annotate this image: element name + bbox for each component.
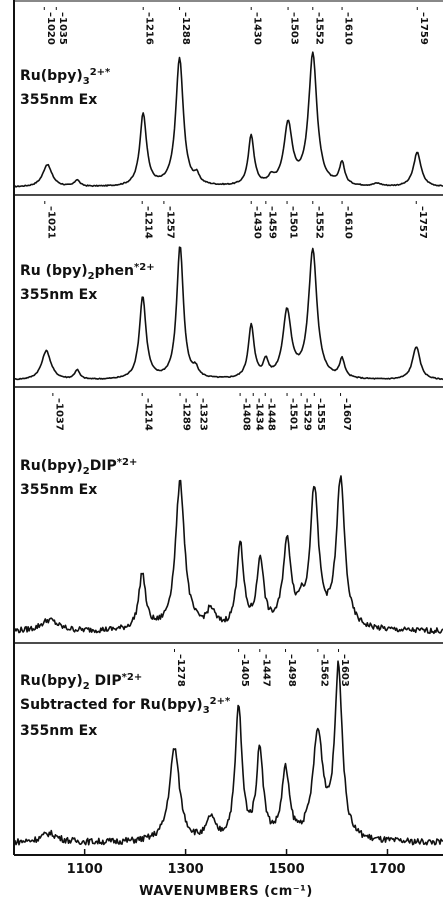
peak-label: –1459	[266, 206, 277, 239]
peak-label: –1216	[144, 12, 155, 45]
peak-label: –1757	[417, 206, 428, 239]
peak-label: –1552	[313, 12, 324, 45]
peak-label: –1408	[241, 398, 252, 431]
panel-frames	[13, 0, 443, 856]
peak-label: –1447	[260, 654, 271, 687]
spectrum-trace-2	[13, 246, 443, 381]
peak-label: –1035	[57, 12, 68, 45]
peak-label: –1501	[288, 206, 299, 239]
spectrum-panel-3: –1037 –1214 –1289 –1323 –1408 –1434 –1448 –1501…	[13, 386, 443, 635]
spectrum-trace-4	[13, 660, 443, 846]
panel-title: Ru(bpy)2DIP*2+	[20, 457, 137, 477]
peak-label: –1448	[266, 398, 277, 431]
peak-label: –1021	[45, 206, 56, 239]
peak-label: –1214	[143, 398, 154, 431]
peak-labels: –1020 –1035 –1216 –1288 –1430 –1503 –1552 –1610…	[43, 7, 429, 45]
peak-label: –1257	[164, 206, 175, 239]
peak-labels: –1021 –1214 –1257 –1430 –1459 –1501 –1552 –1610…	[44, 201, 428, 239]
peak-label: –1405	[239, 654, 250, 687]
peak-label: –1552	[313, 206, 324, 239]
peak-label: –1603	[339, 654, 350, 687]
peak-label: –1430	[252, 12, 263, 45]
peak-label: –1529	[302, 398, 313, 431]
peak-label: –1503	[289, 12, 300, 45]
spectrum-panel-2: –1021 –1214 –1257 –1430 –1459 –1501 –1552 –1610…	[13, 194, 443, 381]
x-tick-label: 1700	[369, 862, 405, 877]
peak-label: –1020	[45, 12, 56, 45]
panel-title: Ru(bpy)32+*	[20, 67, 111, 87]
peak-label: –1214	[143, 206, 154, 239]
peak-label: –1037	[53, 398, 64, 431]
spectrum-trace-1	[13, 51, 443, 188]
x-tick-label: 1500	[268, 862, 304, 877]
excitation-label: 355nm Ex	[20, 287, 97, 303]
peak-label: –1430	[252, 206, 263, 239]
panel-title: Ru (bpy)2phen*2+	[20, 262, 155, 282]
peak-label: –1610	[343, 12, 354, 45]
peak-label: –1278	[175, 654, 186, 687]
peak-label: –1498	[286, 654, 297, 687]
spectrum-panel-1: –1020 –1035 –1216 –1288 –1430 –1503 –1552 –1610…	[13, 7, 443, 188]
peak-labels: –1037 –1214 –1289 –1323 –1408 –1434 –1448 –1501…	[52, 393, 352, 431]
peak-label: –1288	[180, 12, 191, 45]
spectra-panels: –1020 –1035 –1216 –1288 –1430 –1503 –1552 –1610…	[13, 7, 443, 846]
peak-label: –1323	[198, 398, 209, 431]
panel-subtitle: Subtracted for Ru(bpy)32+*	[20, 696, 231, 716]
peak-label: –1501	[288, 398, 299, 431]
spectrum-panel-4: –1278 –1405 –1447 –1498 –1562 –1603 Ru(bpy)2 D…	[13, 642, 443, 846]
excitation-label: 355nm Ex	[20, 482, 97, 498]
peak-label: –1610	[343, 206, 354, 239]
excitation-label: 355nm Ex	[20, 92, 97, 108]
peak-label: –1759	[418, 12, 429, 45]
peak-labels: –1278 –1405 –1447 –1498 –1562 –1603	[173, 649, 350, 687]
spectrum-trace-3	[13, 475, 443, 635]
peak-label: –1555	[315, 398, 326, 431]
peak-label: –1434	[254, 398, 265, 431]
peak-label: –1562	[318, 654, 329, 687]
x-tick-label: 1300	[168, 862, 204, 877]
excitation-label: 355nm Ex	[20, 723, 97, 739]
peak-label: –1607	[341, 398, 352, 431]
x-axis-ticks: 1100 1300 1500 1700	[67, 849, 406, 877]
x-tick-label: 1100	[67, 862, 103, 877]
x-axis-label: WAVENUMBERS (cm⁻¹)	[139, 884, 313, 899]
panel-title: Ru(bpy)2 DIP*2+	[20, 672, 142, 692]
peak-label: –1289	[181, 398, 192, 431]
